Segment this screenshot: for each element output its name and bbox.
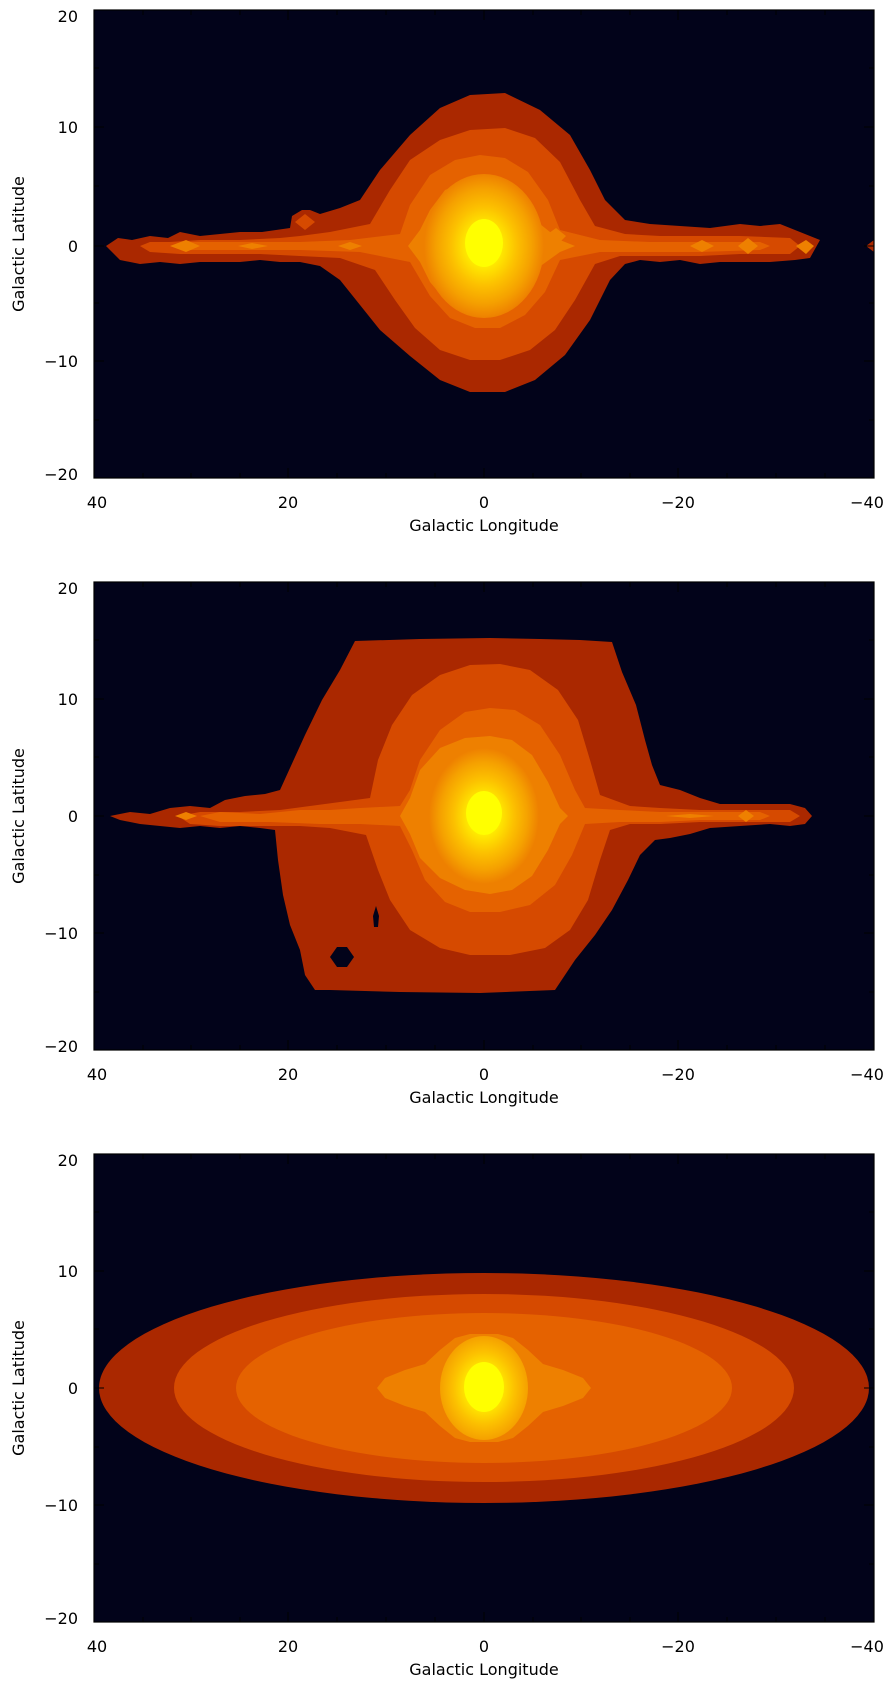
x-axis-title: Galactic Longitude: [409, 516, 558, 535]
y-tick-label: 20: [58, 7, 78, 26]
disk-knot: [175, 812, 197, 820]
disk-knot: [666, 814, 714, 818]
y-tick-label: 0: [68, 807, 78, 826]
y-axis-title: Galactic Latitude: [9, 176, 28, 312]
contour-hole: [373, 906, 379, 927]
x-tick-label: 40: [87, 493, 107, 512]
y-tick-label: 10: [58, 1262, 78, 1281]
y-tick-label: 0: [68, 1379, 78, 1398]
disk-knot: [738, 810, 754, 822]
disk-knot: [690, 240, 714, 252]
y-tick-label: −20: [44, 1609, 78, 1628]
y-tick-label: −10: [44, 352, 78, 371]
y-tick-label: 10: [58, 690, 78, 709]
panel-middle: 20 10 0 −10 −20 40 20 0 −20 −40 Galactic…: [9, 579, 884, 1107]
y-tick-label: 20: [58, 579, 78, 598]
x-tick-label: −40: [850, 1637, 884, 1656]
disk-knot: [545, 228, 566, 246]
contour-hole: [330, 947, 354, 967]
y-tick-label: −20: [44, 1037, 78, 1056]
x-tick-label: 0: [479, 493, 489, 512]
panel-bottom: 20 10 0 −10 −20 40 20 0 −20 −40 Galactic…: [9, 1151, 884, 1679]
panel-top: 20 10 0 −10 −20 40 20 0 −20 −40 Galactic…: [9, 7, 884, 535]
x-tick-labels: 40 20 0 −20 −40: [87, 1637, 884, 1656]
y-tick-label: −10: [44, 924, 78, 943]
y-tick-labels: 20 10 0 −10 −20: [44, 7, 78, 484]
y-tick-label: 10: [58, 118, 78, 137]
disk-knot: [796, 240, 814, 254]
x-tick-label: −40: [850, 1065, 884, 1084]
y-axis-title: Galactic Latitude: [9, 748, 28, 884]
x-tick-labels: 40 20 0 −20 −40: [87, 493, 884, 512]
x-tick-label: 0: [479, 1637, 489, 1656]
x-tick-label: 20: [278, 1637, 298, 1656]
axis-ticks: [93, 581, 875, 1051]
disk-knot: [238, 243, 268, 249]
disk-knot: [295, 214, 315, 230]
x-tick-label: 0: [479, 1065, 489, 1084]
disk-knot: [738, 238, 758, 254]
axis-ticks: [93, 9, 875, 479]
y-tick-label: −20: [44, 465, 78, 484]
bulge-center: [466, 791, 502, 835]
disk-knot: [170, 240, 200, 252]
x-tick-label: −20: [661, 1065, 695, 1084]
bulge-center: [464, 1362, 504, 1412]
x-tick-label: −40: [850, 493, 884, 512]
x-tick-labels: 40 20 0 −20 −40: [87, 1065, 884, 1084]
y-axis-title: Galactic Latitude: [9, 1320, 28, 1456]
axis-ticks: [93, 1153, 875, 1623]
x-tick-label: 40: [87, 1065, 107, 1084]
x-tick-label: −20: [661, 1637, 695, 1656]
y-tick-labels: 20 10 0 −10 −20: [44, 1151, 78, 1628]
x-axis-title: Galactic Longitude: [409, 1088, 558, 1107]
x-tick-label: 20: [278, 493, 298, 512]
x-tick-label: 20: [278, 1065, 298, 1084]
y-tick-label: 20: [58, 1151, 78, 1170]
x-axis-title: Galactic Longitude: [409, 1660, 558, 1679]
y-tick-label: 0: [68, 237, 78, 256]
bulge-center: [465, 219, 503, 267]
y-tick-labels: 20 10 0 −10 −20: [44, 579, 78, 1056]
disk-knot: [338, 242, 362, 250]
y-tick-label: −10: [44, 1496, 78, 1515]
x-tick-label: −20: [661, 493, 695, 512]
x-tick-label: 40: [87, 1637, 107, 1656]
